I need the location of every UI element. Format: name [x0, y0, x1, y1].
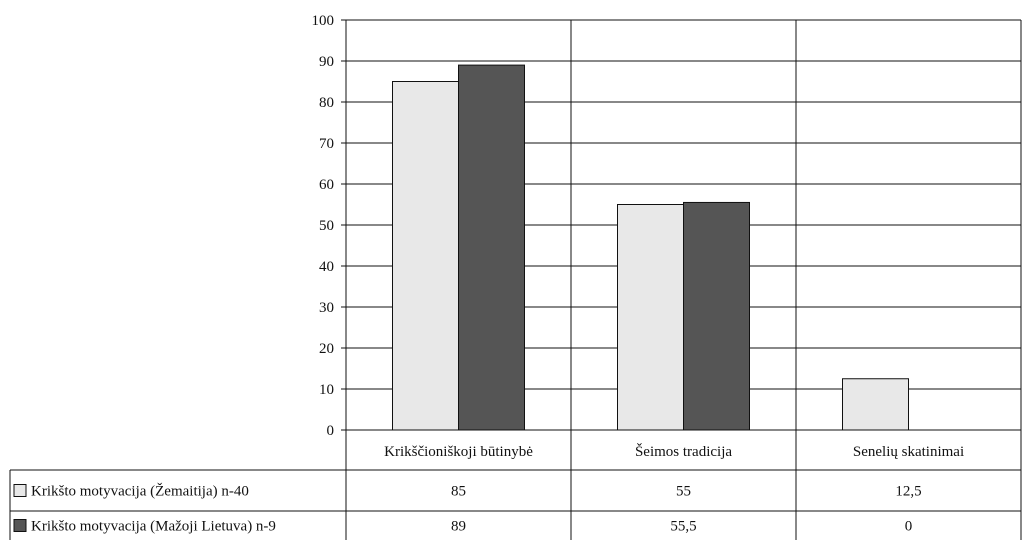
- data-value-label: 12,5: [895, 484, 921, 500]
- bar: [617, 204, 684, 431]
- data-value-label: 89: [451, 519, 466, 535]
- bar-layer: [392, 64, 909, 431]
- series-label: Krikšto motyvacija (Mažoji Lietuva) n-9: [31, 519, 276, 535]
- y-tick-label: 100: [312, 13, 335, 29]
- category-label: Šeimos tradicija: [635, 443, 732, 460]
- series-label: Krikšto motyvacija (Žemaitija) n-40: [31, 483, 249, 500]
- y-tick-label: 90: [319, 54, 334, 70]
- bar: [392, 81, 459, 431]
- axis-layer: 0 10 20 30 40 50 60 70 80 90 100: [312, 13, 1022, 540]
- y-tick-label: 80: [319, 95, 334, 111]
- legend-swatch: [13, 484, 27, 497]
- y-tick-label: 0: [327, 423, 335, 439]
- y-tick-label: 50: [319, 218, 334, 234]
- category-label: Krikščioniškoji būtinybė: [384, 444, 533, 460]
- legend-swatch: [13, 519, 27, 532]
- data-table: Krikščioniškoji būtinybė Šeimos tradicija…: [9, 443, 1021, 540]
- y-tick-label: 60: [319, 177, 334, 193]
- data-value-label: 85: [451, 484, 466, 500]
- y-tick-label: 70: [319, 136, 334, 152]
- category-label: Senelių skatinimai: [853, 444, 964, 460]
- y-tick-label: 30: [319, 300, 334, 316]
- y-tick-label: 20: [319, 341, 334, 357]
- data-value-label: 55,5: [670, 519, 696, 535]
- y-tick-label: 40: [319, 259, 334, 275]
- y-tick-label: 10: [319, 382, 334, 398]
- data-value-label: 0: [905, 519, 913, 535]
- bar: [842, 378, 909, 431]
- data-value-label: 55: [676, 484, 691, 500]
- bar: [683, 201, 750, 431]
- bar: [458, 64, 525, 431]
